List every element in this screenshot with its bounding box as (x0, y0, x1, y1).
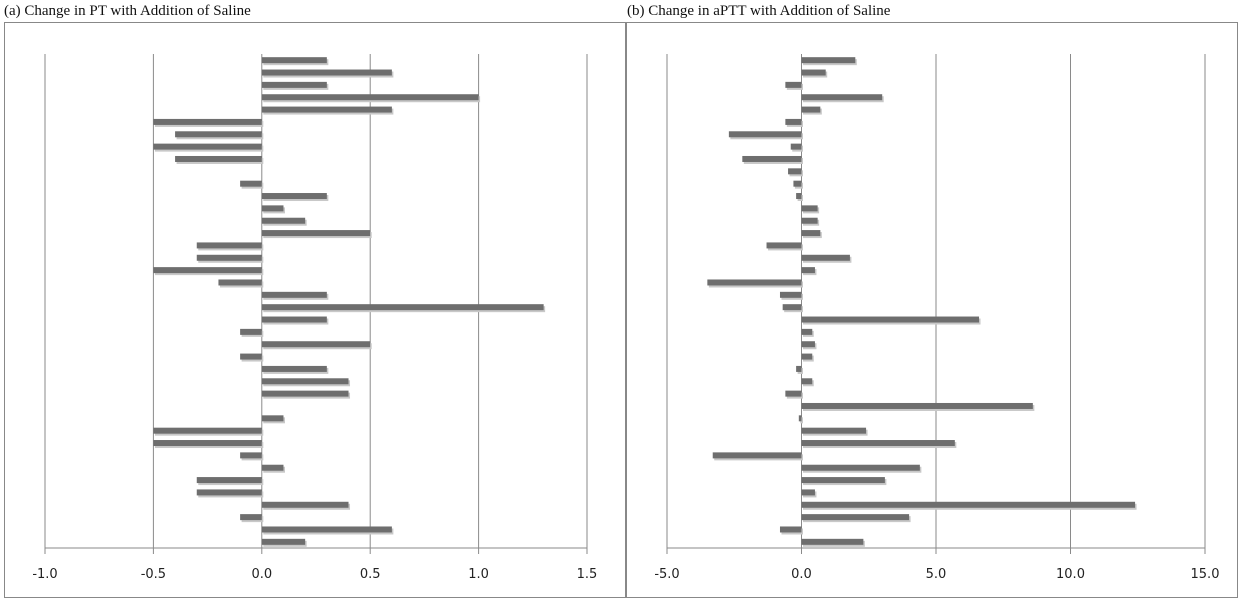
bar (153, 118, 262, 125)
bar (261, 69, 392, 76)
bar (796, 193, 802, 200)
bar (785, 81, 802, 88)
x-tick-label: 10.0 (1056, 567, 1085, 582)
bar (801, 328, 813, 335)
bar (240, 180, 262, 187)
bar (801, 316, 980, 323)
bar (801, 106, 821, 113)
bar (153, 267, 262, 274)
chart-title: (a) Change in PT with Addition of Saline (4, 3, 251, 19)
bar (153, 427, 262, 434)
bar (261, 378, 349, 385)
bar (240, 514, 262, 521)
bar (261, 501, 349, 508)
x-tick-label: 0.0 (791, 567, 812, 582)
bar (796, 365, 802, 372)
bar (153, 143, 262, 150)
bar (801, 94, 883, 101)
bar (801, 353, 813, 360)
bar (785, 118, 802, 125)
bar (782, 304, 802, 311)
bar (801, 402, 1033, 409)
x-tick-label: 0.5 (360, 567, 381, 582)
bar (218, 279, 262, 286)
bar (785, 390, 802, 397)
panel-frame (4, 22, 626, 598)
bar (261, 205, 284, 212)
bar (801, 501, 1136, 508)
bar (790, 143, 802, 150)
bar (801, 427, 867, 434)
bar (261, 464, 284, 471)
bar (801, 538, 864, 545)
bar (261, 94, 479, 101)
bar (261, 365, 327, 372)
bar (801, 477, 885, 484)
bar (261, 81, 327, 88)
bar (766, 242, 802, 249)
bar (196, 254, 262, 261)
bar (801, 267, 815, 274)
bar (707, 279, 802, 286)
bar (261, 316, 327, 323)
bar (261, 304, 544, 311)
bar (261, 538, 306, 545)
bar (801, 464, 920, 471)
bar (196, 477, 262, 484)
bar (801, 217, 818, 224)
bar (779, 291, 802, 298)
bar (261, 106, 392, 113)
x-tick-label: -5.0 (654, 567, 679, 582)
bar-shadow (800, 417, 803, 424)
bar (801, 378, 813, 385)
bar (801, 205, 818, 212)
bar (801, 341, 815, 348)
x-tick-label: 15.0 (1191, 567, 1220, 582)
bar (261, 57, 327, 64)
bar (261, 291, 327, 298)
bar (261, 193, 327, 200)
x-tick-label: -0.5 (141, 567, 166, 582)
bar (175, 155, 262, 162)
x-tick-label: -1.0 (32, 567, 57, 582)
bar (801, 489, 815, 496)
bar (240, 328, 262, 335)
panel-frame (626, 22, 1238, 598)
bar (196, 489, 262, 496)
bar (261, 526, 392, 533)
bar (801, 57, 856, 64)
bar (801, 440, 955, 447)
bar (728, 131, 802, 138)
bar (261, 390, 349, 397)
bar (788, 168, 802, 175)
bar (801, 254, 850, 261)
x-tick-label: 0.0 (251, 567, 272, 582)
bar (196, 242, 262, 249)
bar (261, 341, 371, 348)
bar (801, 514, 910, 521)
bar (801, 230, 821, 237)
x-tick-label: 1.0 (468, 567, 489, 582)
bar (175, 131, 262, 138)
bar (240, 353, 262, 360)
bar (153, 440, 262, 447)
x-tick-label: 5.0 (926, 567, 947, 582)
bar (801, 69, 826, 76)
x-tick-label: 1.5 (577, 567, 598, 582)
bar (261, 415, 284, 422)
bar (798, 415, 802, 422)
bar (779, 526, 802, 533)
bar (742, 155, 802, 162)
bar (261, 230, 371, 237)
bar (712, 452, 802, 459)
bar (240, 452, 262, 459)
bar (261, 217, 306, 224)
bar (793, 180, 802, 187)
chart-title: (b) Change in aPTT with Addition of Sali… (627, 3, 891, 19)
